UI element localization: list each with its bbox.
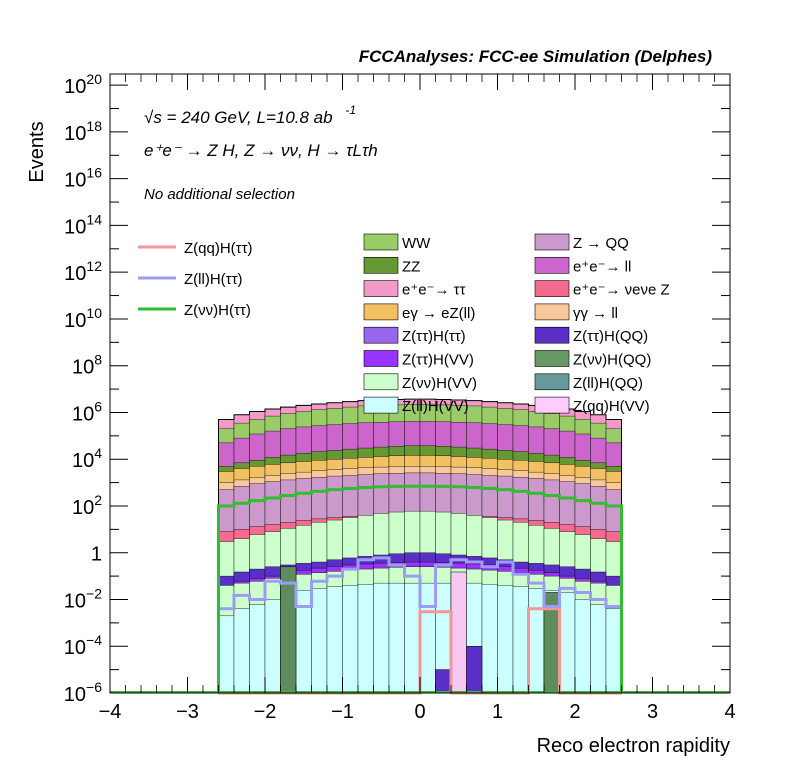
stack-bar-z-ll-h-vv- (326, 586, 343, 694)
y-tick-label: 10−4 (64, 632, 102, 659)
y-tick-label: 1014 (64, 211, 102, 238)
process-annotation: e⁺e⁻ → Z H, Z → νν, H → τLτh (144, 141, 378, 160)
x-tick-label: −4 (99, 701, 122, 723)
stack-bar-z-ll-h-vv- (574, 599, 591, 694)
stack-bar-z-ll-h-vv- (342, 585, 359, 694)
legend-fill-swatch (534, 303, 570, 321)
y-tick-label: 10−6 (64, 679, 102, 706)
y-tick-label: 1018 (64, 118, 102, 145)
y-tick-label: 1010 (64, 305, 102, 332)
legend-fill-label: Z(ττ)H(ττ) (402, 328, 466, 345)
spike-bar (280, 566, 297, 694)
stack-bar-z-ll-h-vv- (481, 584, 498, 694)
legend-fill-label: Z(ττ)H(QQ) (573, 328, 648, 345)
x-tick-label: 1 (492, 701, 503, 723)
legend-fill-label: eγ → eZ(ll) (402, 305, 475, 322)
x-axis-title: Reco electron rapidity (537, 735, 730, 757)
legend-fill-swatch (534, 396, 570, 414)
legend-fill-swatch (363, 233, 399, 251)
x-tick-label: −2 (254, 701, 277, 723)
stack-bar-z-ll-h-vv- (590, 604, 607, 694)
stack-bar-z-ll-h-vv- (388, 582, 405, 694)
legend-fill-swatch (363, 373, 399, 391)
y-axis-title: Events (26, 121, 48, 182)
selection-annotation: No additional selection (144, 186, 295, 203)
legend-fill-label: Z(νν)H(QQ) (573, 352, 651, 369)
stack-bar-z-ll-h-vv- (357, 584, 374, 694)
legend-fill-label: Z → QQ (573, 235, 629, 252)
stack-bar-z-ll-h-vv- (512, 586, 529, 694)
y-tick-label: 10−2 (64, 585, 102, 612)
energy-annotation-text: √s = 240 GeV, L=10.8 ab (144, 108, 333, 127)
legend-fill-label: Z(ll)H(QQ) (573, 375, 643, 392)
legend-fill-label: Z(νν)H(VV) (402, 375, 477, 392)
legend-fill-label: e⁺e⁻→ νeνe Z (573, 282, 670, 299)
legend-fill-label: ZZ (402, 258, 420, 275)
legend-fill-swatch (363, 303, 399, 321)
legend: Z(qq)H(ττ) Z(ll)H(ττ) Z(νν)H(ττ) WW Z → QQ ZZ… (138, 233, 670, 415)
legend-line-label: Z(ll)H(ττ) (184, 271, 243, 288)
stack-bar-z-ll-h-vv- (605, 608, 622, 694)
legend-fill-label: Z(ll)H(VV) (402, 398, 469, 415)
x-tick-label: 4 (724, 701, 735, 723)
stack-bar-z-ll-h-vv- (218, 615, 235, 694)
legend-line-label: Z(νν)H(ττ) (184, 302, 251, 319)
stack-bar-z-ll-h-vv- (559, 592, 576, 694)
y-tick-label: 108 (72, 352, 102, 379)
plot-title: FCCAnalyses: FCC-ee Simulation (Delphes) (359, 47, 713, 66)
legend-fill-label: e⁺e⁻→ ττ (402, 282, 466, 299)
signal-line (217, 484, 623, 693)
legend-fill-swatch (534, 233, 570, 251)
x-tick-label: −1 (331, 701, 354, 723)
legend-fill-swatch (363, 350, 399, 367)
y-tick-label: 1 (91, 544, 102, 566)
spike-bar (435, 669, 452, 694)
y-tick-label: 1020 (64, 71, 102, 98)
legend-line-label: Z(qq)H(ττ) (184, 240, 253, 257)
energy-annotation-exponent: -1 (345, 103, 356, 117)
signal-line (217, 556, 623, 693)
legend-fill-swatch (534, 350, 570, 367)
legend-fill-swatch (534, 373, 570, 391)
stack-bar-z-ll-h-vv- (264, 599, 281, 694)
legend-fill-swatch (363, 396, 399, 414)
y-tick-label: 1016 (64, 165, 102, 192)
legend-fill-swatch (363, 280, 399, 297)
legend-fill-label: Z(qq)H(VV) (573, 398, 650, 415)
y-tick-label: 104 (72, 445, 102, 472)
energy-annotation: √s = 240 GeV, L=10.8 ab -1 (144, 103, 356, 127)
stack-bar-z-ll-h-vv- (404, 582, 421, 694)
y-tick-label: 1012 (64, 258, 102, 285)
stack-bar-z-ll-h-vv- (311, 588, 328, 694)
x-tick-label: 3 (647, 701, 658, 723)
y-tick-label: 102 (72, 492, 102, 519)
stack-bar-z-ll-h-vv- (419, 582, 436, 694)
x-tick-label: 2 (569, 701, 580, 723)
stack-bar-z-ll-h-vv- (233, 608, 250, 694)
legend-fill-label: γγ → ll (573, 305, 618, 322)
stack-bar-z-ll-h-vv- (497, 585, 514, 694)
legend-fill-label: Z(ττ)H(VV) (402, 352, 474, 369)
y-tick-label: 106 (72, 398, 102, 425)
axes: −4 −3 −2 −1 0 1 2 3 4 10−6 10−4 10−2 1 102 104 106 108 10… (64, 71, 736, 723)
legend-fill-swatch (534, 326, 570, 344)
x-tick-label: 0 (414, 701, 425, 723)
legend-fill-swatch (534, 256, 570, 274)
spike-bar (450, 571, 467, 694)
x-tick-label: −3 (176, 701, 199, 723)
legend-fill-label: e⁺e⁻→ ll (573, 258, 631, 275)
stack-bar-z-ll-h-vv- (528, 588, 545, 694)
legend-fill-label: WW (402, 235, 431, 252)
spike-bar (466, 645, 483, 694)
stack-bar-z-ll-h-vv- (373, 582, 390, 694)
stack-bar-z-ll-h-vv- (249, 604, 266, 694)
legend-fill-swatch (534, 280, 570, 297)
legend-fill-swatch (363, 326, 399, 344)
legend-fill-swatch (363, 256, 399, 274)
